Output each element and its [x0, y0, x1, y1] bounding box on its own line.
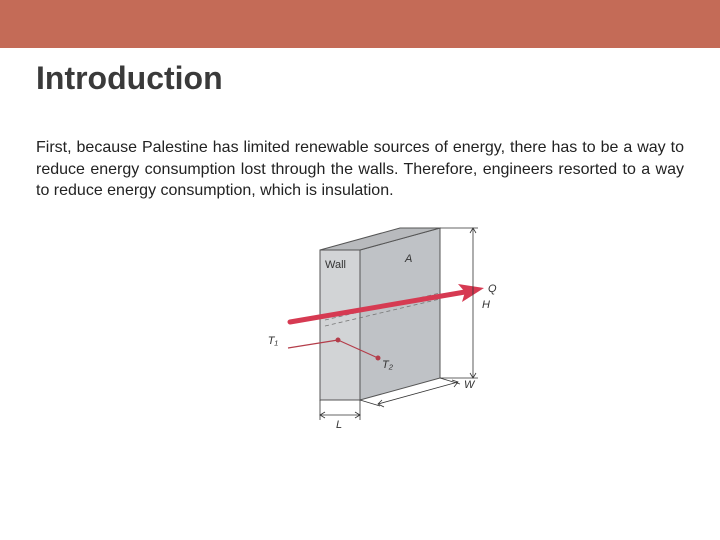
label-L: L — [336, 419, 342, 431]
page-title: Introduction — [36, 60, 684, 97]
slide-content: Introduction First, because Palestine ha… — [0, 48, 720, 440]
wall-front-face — [320, 250, 360, 400]
label-Q: Q — [488, 283, 497, 295]
intro-paragraph: First, because Palestine has limited ren… — [36, 137, 684, 202]
top-bar — [0, 0, 720, 48]
label-A: A — [404, 253, 412, 265]
dim-H — [440, 228, 478, 378]
label-W: W — [464, 379, 476, 391]
label-H: H — [482, 299, 490, 311]
label-T2: T₂ — [382, 359, 394, 371]
wall-side-face — [360, 228, 440, 400]
dim-L — [320, 400, 360, 420]
diagram-container: Wall A Q T₁ T₂ — [36, 210, 684, 440]
label-T1: T₁ — [268, 335, 279, 347]
wall-diagram: Wall A Q T₁ T₂ — [230, 210, 550, 440]
label-wall: Wall — [325, 259, 346, 271]
